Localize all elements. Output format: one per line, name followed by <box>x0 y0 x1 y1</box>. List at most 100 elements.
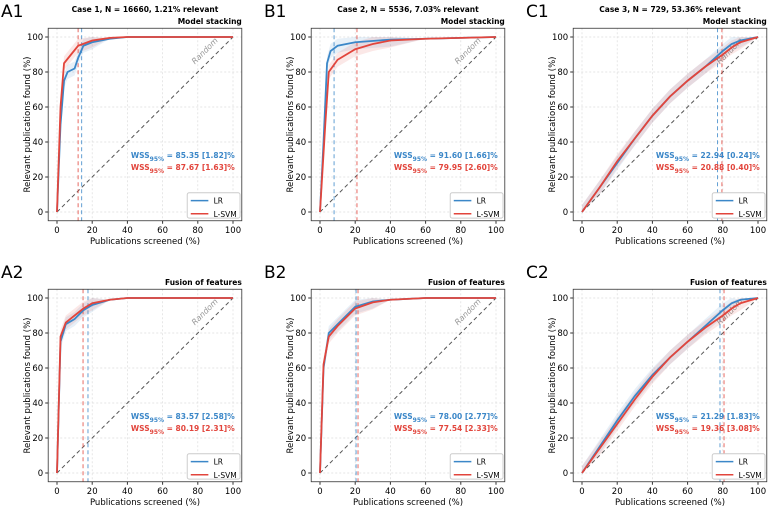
y-tick-label: 100 <box>290 294 306 304</box>
wss-value: = 83.57 [2.58]% <box>164 412 235 421</box>
legend-box <box>186 453 241 480</box>
x-tick-label: 100 <box>488 226 504 236</box>
x-tick-label: 100 <box>750 226 766 236</box>
wss-subscript: 95% <box>413 429 427 436</box>
x-tick-label: 60 <box>420 487 431 497</box>
x-tick-label: 0 <box>317 226 322 236</box>
legend-label-lsvm: L-SVM <box>477 471 500 480</box>
y-tick-label: 60 <box>32 364 43 374</box>
y-tick-label: 0 <box>563 469 568 479</box>
confidence-band-lr <box>582 37 758 212</box>
wss-subscript: 95% <box>413 156 427 163</box>
chart-subtitle: Model stacking <box>703 17 767 26</box>
chart-subtitle: Fusion of features <box>690 278 767 287</box>
y-tick-label: 80 <box>557 68 568 78</box>
panel-a1: A1 Case 1, N = 16660, 1.21% relevant Model… <box>1 2 243 247</box>
wss-label: WSS <box>394 163 413 172</box>
x-axis-label: Publications screened (%) <box>353 237 463 247</box>
series-line-lsvm <box>56 36 233 213</box>
x-tick-label: 40 <box>647 487 658 497</box>
legend-label-lsvm: L-SVM <box>477 210 500 219</box>
y-tick-label: 60 <box>557 364 568 374</box>
x-tick-label: 0 <box>54 487 59 497</box>
x-tick-label: 40 <box>385 226 396 236</box>
panel-label: A2 <box>1 263 23 283</box>
wss-subscript: 95% <box>150 429 164 436</box>
wss-annotation-lsvm: WSS95% = 77.54 [2.33]% <box>394 424 498 436</box>
wss-label: WSS <box>131 424 150 433</box>
legend-label-lr: LR <box>214 197 223 206</box>
chart-subtitle: Fusion of features <box>165 278 242 287</box>
wss-label: WSS <box>656 412 675 421</box>
wss-value: = 87.67 [1.63]% <box>164 163 235 172</box>
wss-subscript: 95% <box>675 168 689 175</box>
x-tick-label: 100 <box>750 487 766 497</box>
wss-value: = 91.60 [1.66]% <box>427 151 498 160</box>
x-tick-label: 40 <box>122 226 133 236</box>
y-tick-label: 20 <box>295 173 306 183</box>
wss-value: = 78.00 [2.77]% <box>427 412 498 421</box>
legend: LR L-SVM <box>711 192 766 219</box>
series-line-lsvm <box>581 36 759 213</box>
random-label: Random <box>190 297 220 327</box>
x-tick-label: 100 <box>225 487 241 497</box>
y-tick-label: 80 <box>32 68 43 78</box>
wss-annotation-lsvm: WSS95% = 80.19 [2.31]% <box>131 424 235 436</box>
wss-subscript: 95% <box>675 429 689 436</box>
x-tick-label: 80 <box>192 487 203 497</box>
y-axis-label: Relevant publications found (%) <box>548 318 558 454</box>
y-tick-label: 0 <box>38 208 43 218</box>
y-axis-label: Relevant publications found (%) <box>23 57 33 193</box>
random-diagonal <box>581 36 759 213</box>
panel-label: A1 <box>1 2 23 22</box>
chart-subtitle: Model stacking <box>178 17 242 26</box>
panel-b1: B1 Case 2, N = 5536, 7.03% relevant Model … <box>264 2 506 247</box>
random-diagonal <box>56 36 234 213</box>
y-tick-label: 100 <box>27 33 43 43</box>
chart-title: Case 3, N = 729, 53.36% relevant <box>599 5 741 14</box>
legend-box <box>449 453 504 480</box>
y-tick-label: 40 <box>557 399 568 409</box>
x-tick-label: 20 <box>87 487 98 497</box>
x-axis-label: Publications screened (%) <box>615 498 725 507</box>
wss-subscript: 95% <box>675 417 689 424</box>
wss-label: WSS <box>394 151 413 160</box>
wss-annotation-lsvm: WSS95% = 20.88 [0.40]% <box>656 163 760 175</box>
y-axis-label: Relevant publications found (%) <box>23 318 33 454</box>
wss-label: WSS <box>656 151 675 160</box>
wss-value: = 20.88 [0.40]% <box>689 163 760 172</box>
plot-frame <box>572 288 768 483</box>
wss-label: WSS <box>131 151 150 160</box>
y-tick-label: 80 <box>32 329 43 339</box>
chart-title: Case 2, N = 5536, 7.03% relevant <box>337 5 479 14</box>
y-tick-label: 0 <box>563 208 568 218</box>
random-label: Random <box>453 36 483 66</box>
x-tick-label: 60 <box>157 226 168 236</box>
wss-value: = 80.19 [2.31]% <box>164 424 235 433</box>
y-tick-label: 40 <box>295 138 306 148</box>
series-line-lsvm <box>319 297 496 474</box>
y-tick-label: 0 <box>38 469 43 479</box>
wss-annotation-lr: WSS95% = 83.57 [2.58]% <box>131 412 235 424</box>
panel-label: B1 <box>264 2 286 22</box>
wss-subscript: 95% <box>413 168 427 175</box>
legend: LR L-SVM <box>186 453 241 480</box>
y-tick-label: 20 <box>295 434 306 444</box>
wss-subscript: 95% <box>150 168 164 175</box>
wss-value: = 19.36 [3.08]% <box>689 424 760 433</box>
legend-label-lsvm: L-SVM <box>214 471 237 480</box>
y-tick-label: 60 <box>295 103 306 113</box>
legend: LR L-SVM <box>449 453 504 480</box>
wss-annotation-lr: WSS95% = 22.94 [0.24]% <box>656 151 760 163</box>
legend: LR L-SVM <box>186 192 241 219</box>
chart-subtitle: Model stacking <box>441 17 505 26</box>
wss-value: = 22.94 [0.24]% <box>689 151 760 160</box>
chart-title: Case 1, N = 16660, 1.21% relevant <box>72 5 219 14</box>
x-tick-label: 60 <box>682 226 693 236</box>
x-tick-label: 40 <box>122 487 133 497</box>
x-tick-label: 0 <box>579 487 584 497</box>
x-axis-label: Publications screened (%) <box>90 237 200 247</box>
legend-label-lr: LR <box>477 197 486 206</box>
x-tick-label: 20 <box>350 226 361 236</box>
panel-c2: C2 Fusion of features 0 0 20 20 40 40 60 60 80 80 10… <box>526 263 767 507</box>
